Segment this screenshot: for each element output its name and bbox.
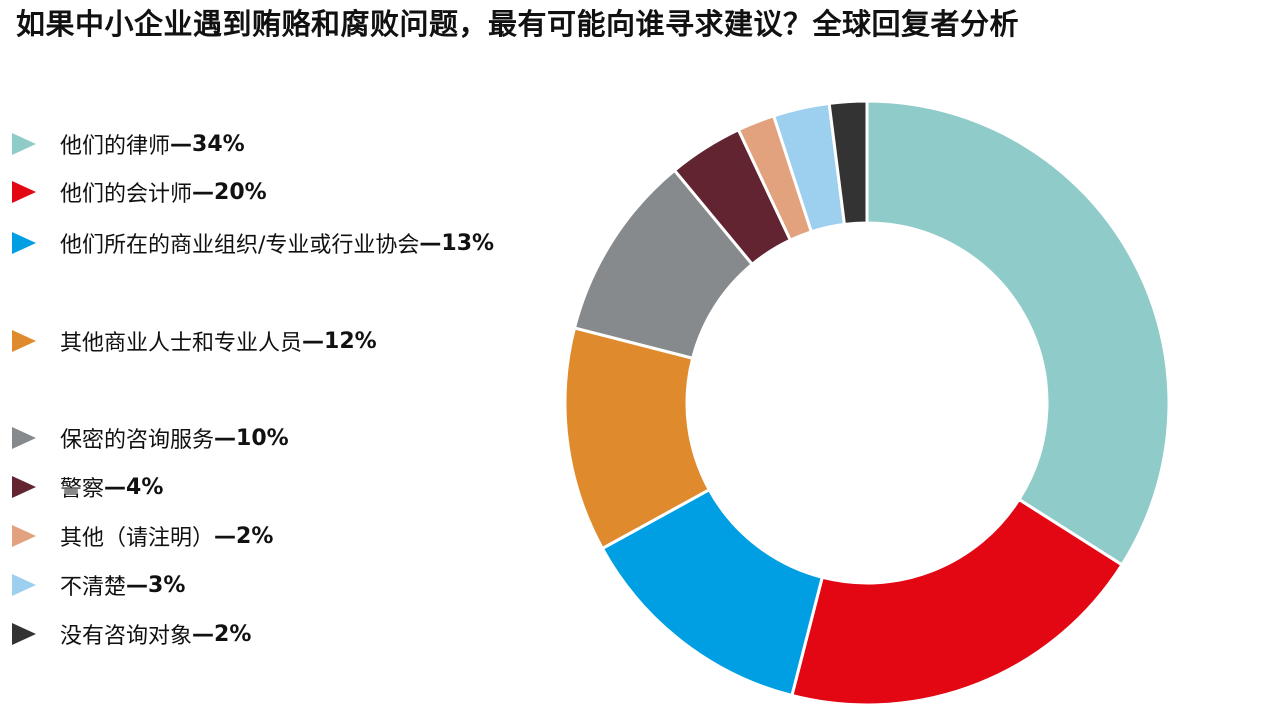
legend-label: 他们的会计师: [60, 182, 193, 207]
legend-label: 他们的律师: [60, 134, 171, 159]
legend-label: 其他商业人士和专业人员: [60, 331, 303, 356]
legend-marker: [12, 427, 36, 449]
legend-item: 他们的律师 —34%: [12, 129, 245, 159]
legend-item: 没有咨询对象 —2%: [12, 619, 251, 649]
legend-label: 其他（请注明）: [60, 526, 215, 551]
donut-slice-9: [827, 99, 869, 227]
donut-slice-2: [790, 497, 1125, 707]
legend: 他们的律师 —34% 他们的会计师 —20% 他们所在的商业组织/专业或行业协会 —1…: [0, 0, 620, 717]
legend-label: 不清楚: [60, 575, 127, 600]
legend-marker: [12, 232, 36, 254]
legend-value: —10%: [214, 425, 289, 451]
legend-value: —2%: [214, 523, 274, 549]
legend-item: 其他（请注明） —2%: [12, 521, 273, 551]
legend-marker: [12, 525, 36, 547]
legend-label: 警察: [60, 477, 105, 502]
legend-item: 保密的咨询服务 —10%: [12, 423, 289, 453]
legend-label: 保密的咨询服务: [60, 428, 215, 453]
legend-item: 其他商业人士和专业人员 —12%: [12, 326, 377, 356]
legend-marker: [12, 330, 36, 352]
legend-item: 他们的会计师 —20%: [12, 177, 267, 207]
legend-item: 不清楚 —3%: [12, 570, 185, 600]
legend-marker: [12, 623, 36, 645]
legend-item: 他们所在的商业组织/专业或行业协会 —13%: [12, 228, 494, 258]
legend-marker: [12, 181, 36, 203]
chart-title: 如果中小企业遇到贿赂和腐败问题，最有可能向谁寻求建议？全球回复者分析: [16, 7, 1020, 41]
legend-label: 他们所在的商业组织/专业或行业协会: [60, 233, 420, 258]
donut-slice-1: [865, 99, 1171, 567]
legend-marker: [12, 574, 36, 596]
legend-value: —13%: [419, 230, 495, 256]
legend-value: —2%: [192, 621, 252, 647]
legend-value: —12%: [302, 328, 377, 354]
legend-value: —3%: [126, 572, 186, 598]
legend-marker: [12, 133, 36, 155]
legend-label: 没有咨询对象: [60, 624, 193, 649]
legend-item: 警察 —4%: [12, 472, 163, 502]
legend-value: —4%: [104, 474, 164, 500]
legend-marker: [12, 476, 36, 498]
legend-value: —20%: [192, 179, 267, 205]
legend-value: —34%: [170, 131, 245, 157]
